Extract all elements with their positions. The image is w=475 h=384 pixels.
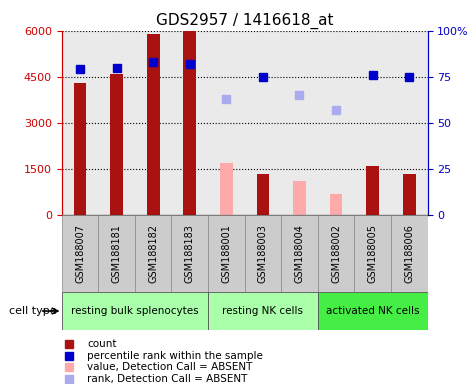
Text: resting NK cells: resting NK cells bbox=[222, 306, 304, 316]
Text: GSM188005: GSM188005 bbox=[368, 224, 378, 283]
Bar bbox=[208, 31, 245, 215]
Text: activated NK cells: activated NK cells bbox=[326, 306, 419, 316]
Bar bbox=[171, 31, 208, 215]
Bar bbox=[318, 31, 354, 215]
Text: GSM188006: GSM188006 bbox=[404, 224, 414, 283]
Text: GSM188183: GSM188183 bbox=[185, 224, 195, 283]
Text: GSM188007: GSM188007 bbox=[75, 224, 85, 283]
Bar bbox=[98, 31, 135, 215]
Text: GSM188182: GSM188182 bbox=[148, 224, 158, 283]
Bar bbox=[330, 194, 342, 215]
Bar bbox=[62, 292, 208, 330]
Bar bbox=[245, 31, 281, 215]
Bar bbox=[183, 31, 196, 215]
Text: percentile rank within the sample: percentile rank within the sample bbox=[87, 351, 263, 361]
Bar bbox=[220, 163, 233, 215]
Bar bbox=[391, 215, 428, 292]
Bar bbox=[62, 215, 98, 292]
Text: GSM188002: GSM188002 bbox=[331, 224, 341, 283]
Bar bbox=[366, 166, 379, 215]
Bar bbox=[354, 31, 391, 215]
Text: cell type: cell type bbox=[10, 306, 57, 316]
Bar bbox=[293, 181, 306, 215]
Bar bbox=[74, 83, 86, 215]
Bar bbox=[208, 215, 245, 292]
Bar bbox=[281, 215, 318, 292]
Bar bbox=[318, 215, 354, 292]
Bar bbox=[354, 215, 391, 292]
Bar bbox=[135, 31, 171, 215]
Bar bbox=[98, 215, 135, 292]
Text: GSM188004: GSM188004 bbox=[294, 224, 304, 283]
Bar bbox=[403, 174, 416, 215]
Bar bbox=[245, 215, 281, 292]
Bar bbox=[391, 31, 428, 215]
Title: GDS2957 / 1416618_at: GDS2957 / 1416618_at bbox=[156, 13, 333, 29]
Bar bbox=[135, 215, 171, 292]
Bar bbox=[208, 292, 318, 330]
Bar bbox=[318, 292, 428, 330]
Text: GSM188003: GSM188003 bbox=[258, 224, 268, 283]
Text: resting bulk splenocytes: resting bulk splenocytes bbox=[71, 306, 199, 316]
Bar bbox=[281, 31, 318, 215]
Bar bbox=[171, 215, 208, 292]
Text: rank, Detection Call = ABSENT: rank, Detection Call = ABSENT bbox=[87, 374, 248, 384]
Bar bbox=[256, 174, 269, 215]
Text: value, Detection Call = ABSENT: value, Detection Call = ABSENT bbox=[87, 362, 253, 372]
Text: GSM188181: GSM188181 bbox=[112, 224, 122, 283]
Bar bbox=[62, 31, 98, 215]
Bar bbox=[147, 34, 160, 215]
Text: count: count bbox=[87, 339, 117, 349]
Bar bbox=[110, 74, 123, 215]
Text: GSM188001: GSM188001 bbox=[221, 224, 231, 283]
